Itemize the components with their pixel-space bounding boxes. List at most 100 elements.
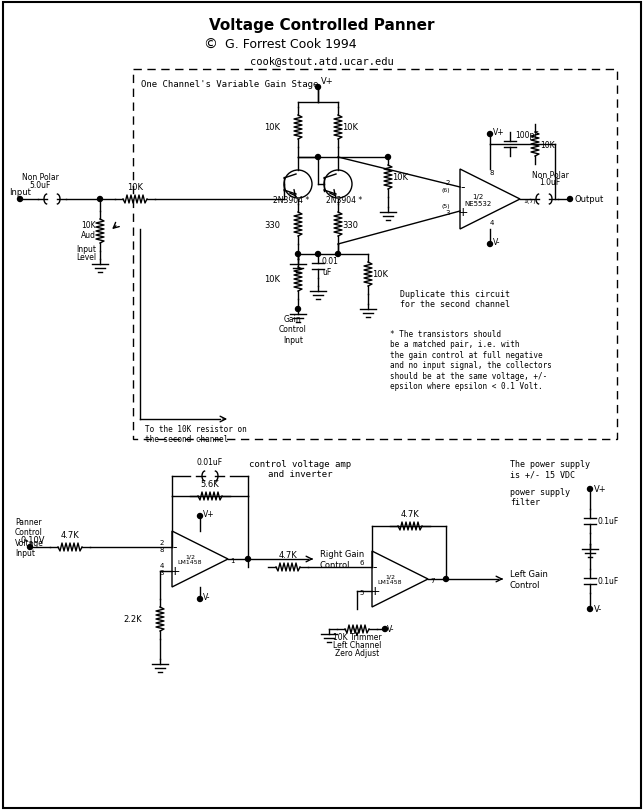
Text: 0.1uF: 0.1uF: [598, 577, 620, 586]
Text: 10K: 10K: [342, 123, 358, 132]
Circle shape: [488, 242, 493, 247]
Text: 10K: 10K: [81, 221, 96, 230]
Text: Input: Input: [9, 188, 31, 197]
Circle shape: [296, 252, 301, 257]
Text: 3: 3: [160, 569, 164, 575]
Text: 1: 1: [230, 557, 234, 564]
Text: 10K: 10K: [264, 123, 280, 132]
Text: V+: V+: [493, 128, 505, 137]
Text: 4.7K: 4.7K: [279, 551, 298, 560]
Text: 2N3904 *: 2N3904 *: [326, 195, 362, 204]
Text: 4.7K: 4.7K: [401, 509, 419, 518]
Text: Gain
Control
Input: Gain Control Input: [279, 315, 307, 345]
Text: -: -: [460, 182, 465, 195]
Text: cook@stout.atd.ucar.edu: cook@stout.atd.ucar.edu: [250, 56, 394, 66]
Text: (6): (6): [441, 188, 450, 193]
Text: 5: 5: [359, 590, 364, 595]
Text: 2N3904 *: 2N3904 *: [273, 195, 309, 204]
Text: 1/2
NE5532: 1/2 NE5532: [464, 193, 491, 206]
Text: V+: V+: [594, 485, 607, 494]
Circle shape: [296, 307, 301, 312]
Text: V-: V-: [387, 624, 395, 633]
Text: 4.7K: 4.7K: [61, 530, 79, 539]
Text: Non Polar: Non Polar: [21, 173, 59, 182]
Text: -: -: [373, 561, 377, 574]
Text: Aud: Aud: [81, 230, 96, 239]
Text: 7: 7: [430, 577, 435, 583]
Circle shape: [316, 252, 321, 257]
Text: control voltage amp
and inverter: control voltage amp and inverter: [249, 460, 351, 478]
Circle shape: [28, 545, 32, 550]
Text: power supply
filter: power supply filter: [510, 487, 570, 507]
Text: 100pF: 100pF: [515, 131, 539, 139]
Text: +: +: [458, 205, 468, 218]
Circle shape: [587, 487, 592, 492]
Text: 10K: 10K: [264, 275, 280, 284]
Text: 3: 3: [446, 210, 450, 216]
Circle shape: [386, 156, 390, 161]
Text: Voltage Controlled Panner: Voltage Controlled Panner: [209, 18, 435, 33]
Circle shape: [198, 597, 202, 602]
Text: Input: Input: [76, 245, 96, 254]
Text: V-: V-: [594, 605, 602, 614]
Text: 2.2K: 2.2K: [124, 615, 142, 624]
Text: ©: ©: [203, 38, 217, 52]
Text: 0-10V: 0-10V: [20, 535, 44, 544]
Bar: [133, 70, 617, 440]
Text: 8: 8: [160, 547, 164, 552]
Circle shape: [587, 607, 592, 611]
Circle shape: [336, 252, 341, 257]
Text: 5.6K: 5.6K: [201, 479, 220, 488]
Text: 330: 330: [264, 221, 280, 230]
Text: 10K: 10K: [372, 270, 388, 279]
Circle shape: [444, 577, 448, 581]
Text: 6: 6: [359, 560, 364, 565]
Text: V-: V-: [203, 592, 211, 601]
Circle shape: [488, 132, 493, 137]
Text: 8: 8: [489, 169, 494, 176]
Text: Left Gain
Control: Left Gain Control: [510, 569, 548, 589]
Text: Non Polar: Non Polar: [531, 171, 569, 180]
Circle shape: [316, 85, 321, 90]
Text: V+: V+: [203, 509, 214, 518]
Text: Panner
Control
Voltage
Input: Panner Control Voltage Input: [15, 517, 44, 557]
Circle shape: [245, 557, 251, 562]
Text: 5.0uF: 5.0uF: [30, 181, 51, 190]
Text: V+: V+: [321, 77, 334, 86]
Text: +: +: [169, 564, 180, 577]
Text: 10K: 10K: [540, 140, 554, 149]
Circle shape: [567, 197, 573, 202]
Text: 330: 330: [342, 221, 358, 230]
Text: 0.1uF: 0.1uF: [598, 517, 620, 526]
Text: Zero Adjust: Zero Adjust: [335, 648, 379, 657]
Text: 2: 2: [160, 539, 164, 545]
Text: +: +: [370, 585, 381, 598]
Text: 1.0uF: 1.0uF: [540, 178, 561, 187]
Circle shape: [383, 627, 388, 632]
Text: -: -: [173, 541, 177, 554]
Text: 4: 4: [490, 220, 494, 225]
Text: * The transistors should
be a matched pair, i.e. with
the gain control at full n: * The transistors should be a matched pa…: [390, 329, 552, 391]
Text: (5): (5): [441, 204, 450, 208]
Text: Level: Level: [76, 253, 96, 262]
Text: Output: Output: [575, 195, 604, 204]
Text: 0.01
uF: 0.01 uF: [322, 257, 339, 277]
Text: 2: 2: [446, 180, 450, 186]
Text: Duplicate this circuit
for the second channel: Duplicate this circuit for the second ch…: [400, 290, 510, 309]
Text: Left Channel: Left Channel: [333, 640, 381, 649]
Text: One Channel's Variable Gain Stage: One Channel's Variable Gain Stage: [141, 80, 318, 89]
Text: 10K Trimmer: 10K Trimmer: [333, 633, 381, 642]
Text: To the 10K resistor on
the second channel: To the 10K resistor on the second channe…: [145, 424, 247, 444]
Text: 1/2
LM1458: 1/2 LM1458: [178, 554, 202, 564]
Text: V-: V-: [493, 238, 500, 247]
Circle shape: [97, 197, 102, 202]
Text: G. Forrest Cook 1994: G. Forrest Cook 1994: [225, 38, 357, 51]
Text: 10K: 10K: [127, 182, 143, 191]
Circle shape: [198, 514, 202, 519]
Text: The power supply
is +/- 15 VDC: The power supply is +/- 15 VDC: [510, 460, 590, 478]
Text: 1(7): 1(7): [523, 199, 536, 204]
Circle shape: [17, 197, 23, 202]
Text: Right Gain
Control: Right Gain Control: [320, 550, 365, 569]
Text: 10K: 10K: [392, 174, 408, 182]
Text: 1/2
LM1458: 1/2 LM1458: [378, 574, 402, 585]
